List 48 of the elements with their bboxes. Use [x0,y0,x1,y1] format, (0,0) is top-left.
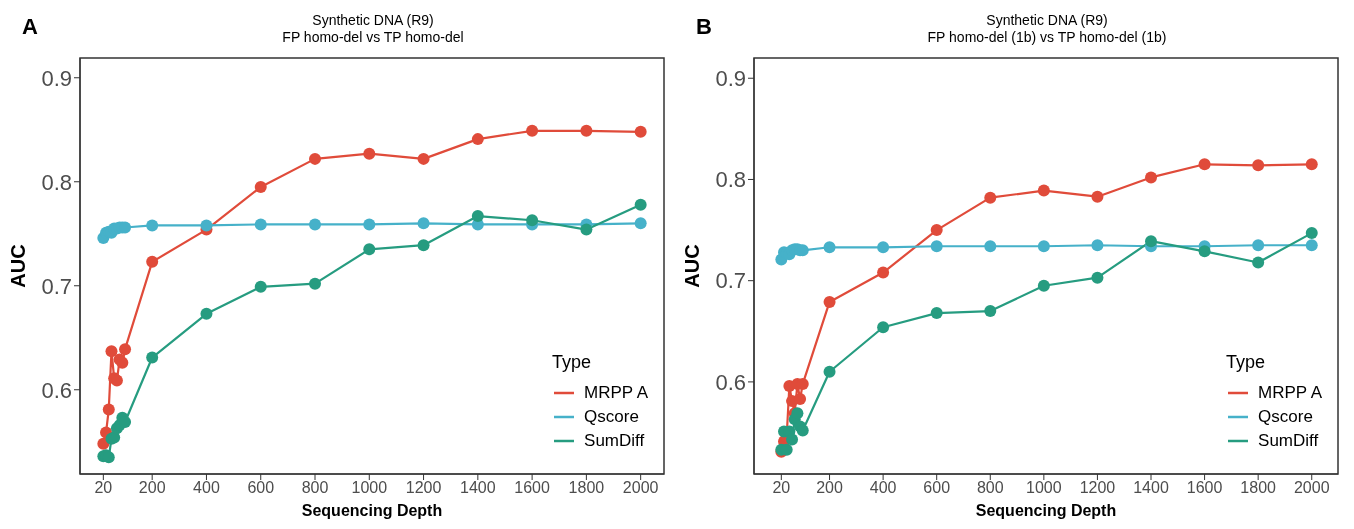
legend-label: MRPP A [584,383,648,403]
x-tick-label: 1800 [1240,479,1277,497]
y-tick-label: 0.7 [41,273,72,299]
x-tick-label: 1000 [351,479,388,497]
y-axis-title: AUC [681,244,704,288]
chart-title: Synthetic DNA (R9) [985,12,1109,29]
y-tick-label: 0.9 [715,66,746,92]
y-tick-label: 0.8 [715,167,746,193]
y-axis-title: AUC [7,244,30,288]
x-tick-label: 1200 [405,479,442,497]
x-tick-label: 2000 [622,479,659,497]
chart-subtitle: FP homo-del (1b) vs TP homo-del (1b) [926,29,1168,46]
legend-label: SumDiff [1258,431,1319,451]
legend-label: Qscore [584,407,639,427]
y-tick-label: 0.8 [41,169,72,195]
x-tick-label: 20 [772,479,791,497]
legend-title: Type [552,352,593,373]
x-tick-label: 1600 [1186,479,1223,497]
x-tick-label: 20 [94,479,113,497]
y-tick-label: 0.7 [715,268,746,294]
legend-label: MRPP A [1258,383,1322,403]
y-tick-label: 0.6 [715,369,746,395]
x-tick-label: 1600 [514,479,551,497]
x-tick-label: 800 [976,479,1004,497]
x-tick-label: 2000 [1293,479,1330,497]
legend-label: SumDiff [584,431,645,451]
x-tick-label: 1800 [568,479,605,497]
text: A [22,14,38,40]
x-tick-label: 1000 [1026,479,1062,497]
x-tick-label: 1400 [460,479,496,497]
x-tick-label: 600 [923,479,951,497]
x-tick-label: 400 [869,479,897,497]
x-tick-label: 800 [301,479,329,497]
legend-label: Qscore [1258,407,1313,427]
x-tick-label: 600 [247,479,275,497]
x-tick-label: 1200 [1079,479,1116,497]
x-tick-label: 400 [193,479,220,497]
x-tick-label: 1400 [1133,479,1169,497]
x-tick-label: 200 [138,479,166,497]
x-tick-label: 200 [816,479,843,497]
legend-title: Type [1226,352,1267,373]
text: B [696,14,712,40]
chart-title: Synthetic DNA (R9) [311,12,435,29]
x-axis-title: Sequencing Depth [975,502,1117,519]
chart-subtitle: FP homo-del vs TP homo-del [281,29,465,46]
y-tick-label: 0.9 [41,65,72,91]
y-tick-label: 0.6 [41,377,72,403]
x-axis-title: Sequencing Depth [301,502,443,519]
